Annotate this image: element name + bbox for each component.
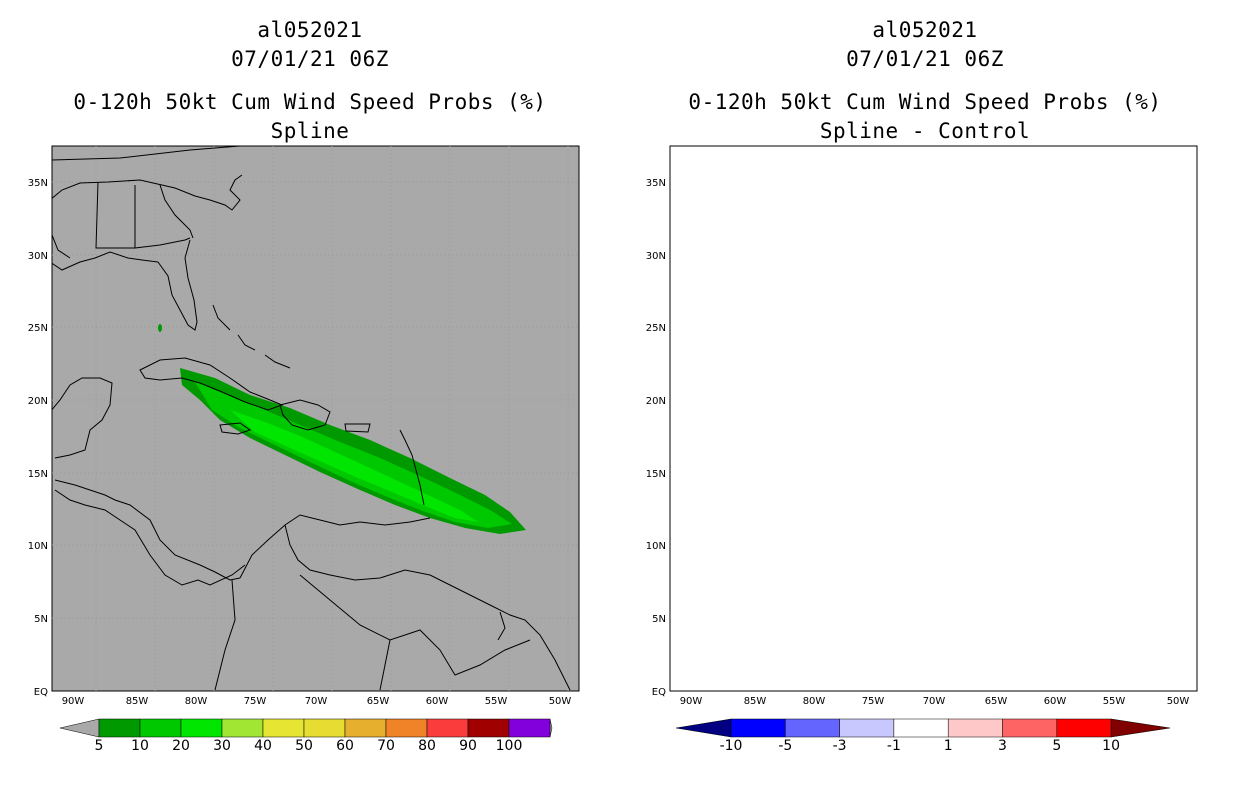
colorbar-swatch xyxy=(1002,718,1058,738)
left-datetime: 07/01/21 06Z xyxy=(231,47,389,71)
lon-label: 50W xyxy=(1167,696,1190,707)
colorbar-swatch xyxy=(139,718,182,738)
lat-label: 20N xyxy=(28,396,48,407)
left-product: 0-120h 50kt Cum Wind Speed Probs (%) xyxy=(73,90,547,114)
left-title-block: al052021 07/01/21 06Z 0-120h 50kt Cum Wi… xyxy=(40,16,580,146)
colorbar-low-arrow xyxy=(59,718,100,738)
right-title-block: al052021 07/01/21 06Z 0-120h 50kt Cum Wi… xyxy=(655,16,1195,146)
lon-label: 60W xyxy=(1044,696,1067,707)
colorbar-swatch xyxy=(893,718,949,738)
lon-label: 70W xyxy=(923,696,946,707)
colorbar-swatch xyxy=(221,718,264,738)
lon-label: 90W xyxy=(680,696,703,707)
colorbar-label: 3 xyxy=(998,738,1007,754)
colorbar-label: 5 xyxy=(95,738,104,754)
lat-label: 35N xyxy=(28,178,48,189)
colorbar-low-arrow xyxy=(675,718,732,738)
lon-label: 60W xyxy=(426,696,449,707)
colorbar-label: 80 xyxy=(418,738,436,754)
lat-label: EQ xyxy=(34,687,48,698)
right-axis-ticks: 90W 85W 80W 75W 70W 65W 60W 55W 50W EQ 5N 10N 15N 20N… xyxy=(646,178,1190,707)
colorbar-label: 5 xyxy=(1052,738,1061,754)
right-storm-id: al052021 xyxy=(872,18,978,42)
colorbar-label: 50 xyxy=(295,738,313,754)
colorbar-high-arrow xyxy=(1110,718,1171,738)
lon-label: 55W xyxy=(1103,696,1126,707)
lon-label: 50W xyxy=(549,696,572,707)
lat-label: 30N xyxy=(646,251,666,262)
colorbar-label: 10 xyxy=(131,738,149,754)
colorbar-swatch xyxy=(730,718,786,738)
lon-label: 85W xyxy=(744,696,767,707)
colorbar-label: 20 xyxy=(172,738,190,754)
lat-label: 25N xyxy=(28,323,48,334)
lon-label: 70W xyxy=(305,696,328,707)
lon-label: 85W xyxy=(126,696,149,707)
lat-label: 15N xyxy=(646,469,666,480)
lat-label: 15N xyxy=(28,469,48,480)
lon-label: 80W xyxy=(185,696,208,707)
colorbar-swatch xyxy=(303,718,346,738)
right-datetime: 07/01/21 06Z xyxy=(846,47,1004,71)
lon-label: 90W xyxy=(62,696,85,707)
prob-region-inner xyxy=(230,410,478,522)
colorbar-swatch xyxy=(1056,718,1112,738)
colorbar-label: 40 xyxy=(254,738,272,754)
colorbar-swatch xyxy=(98,718,141,738)
lat-label: 10N xyxy=(646,541,666,552)
colorbar-swatch xyxy=(426,718,469,738)
colorbar-label: 30 xyxy=(213,738,231,754)
colorbar-label: -1 xyxy=(887,738,901,754)
left-map xyxy=(51,145,580,692)
right-colorbar: -10 -5 -3 -1 1 3 5 10 xyxy=(675,718,1171,754)
lat-label: 20N xyxy=(646,396,666,407)
prob-region-mid xyxy=(195,382,512,528)
right-map xyxy=(669,145,1198,692)
lat-label: 30N xyxy=(28,251,48,262)
lat-label: 10N xyxy=(28,541,48,552)
lon-label: 65W xyxy=(985,696,1008,707)
lat-label: 5N xyxy=(652,614,666,625)
colorbar-label: 90 xyxy=(459,738,477,754)
colorbar-swatch xyxy=(262,718,305,738)
colorbar-swatch xyxy=(385,718,428,738)
colorbar-label: 60 xyxy=(336,738,354,754)
left-subtitle: Spline xyxy=(270,119,350,143)
prob-spot xyxy=(158,324,162,332)
colorbar-label: 100 xyxy=(496,738,523,754)
colorbar-label: 10 xyxy=(1102,738,1120,754)
lat-label: EQ xyxy=(652,687,666,698)
colorbar-label: 70 xyxy=(377,738,395,754)
lat-label: 25N xyxy=(646,323,666,334)
lat-label: 35N xyxy=(646,178,666,189)
lon-label: 65W xyxy=(367,696,390,707)
colorbar-label: -3 xyxy=(833,738,847,754)
lon-label: 75W xyxy=(862,696,885,707)
colorbar-swatch xyxy=(508,718,551,738)
lon-label: 80W xyxy=(803,696,826,707)
lon-label: 55W xyxy=(485,696,508,707)
lon-label: 75W xyxy=(244,696,267,707)
colorbar-label: -10 xyxy=(720,738,743,754)
colorbar-swatch xyxy=(839,718,895,738)
colorbar-swatch xyxy=(947,718,1003,738)
lat-label: 5N xyxy=(34,614,48,625)
left-colorbar: 5 10 20 30 40 50 60 70 80 90 100 xyxy=(59,718,553,754)
colorbar-high-arrow xyxy=(549,718,553,738)
right-product: 0-120h 50kt Cum Wind Speed Probs (%) xyxy=(688,90,1162,114)
colorbar-swatch xyxy=(180,718,223,738)
right-subtitle: Spline - Control xyxy=(819,119,1031,143)
left-axis-ticks: 90W 85W 80W 75W 70W 65W 60W 55W 50W EQ 5N 10N 15N 20N… xyxy=(28,178,572,707)
colorbar-label: -5 xyxy=(778,738,792,754)
colorbar-swatch xyxy=(467,718,510,738)
colorbar-label: 1 xyxy=(944,738,953,754)
left-storm-id: al052021 xyxy=(257,18,363,42)
colorbar-swatch xyxy=(344,718,387,738)
colorbar-swatch xyxy=(785,718,840,738)
